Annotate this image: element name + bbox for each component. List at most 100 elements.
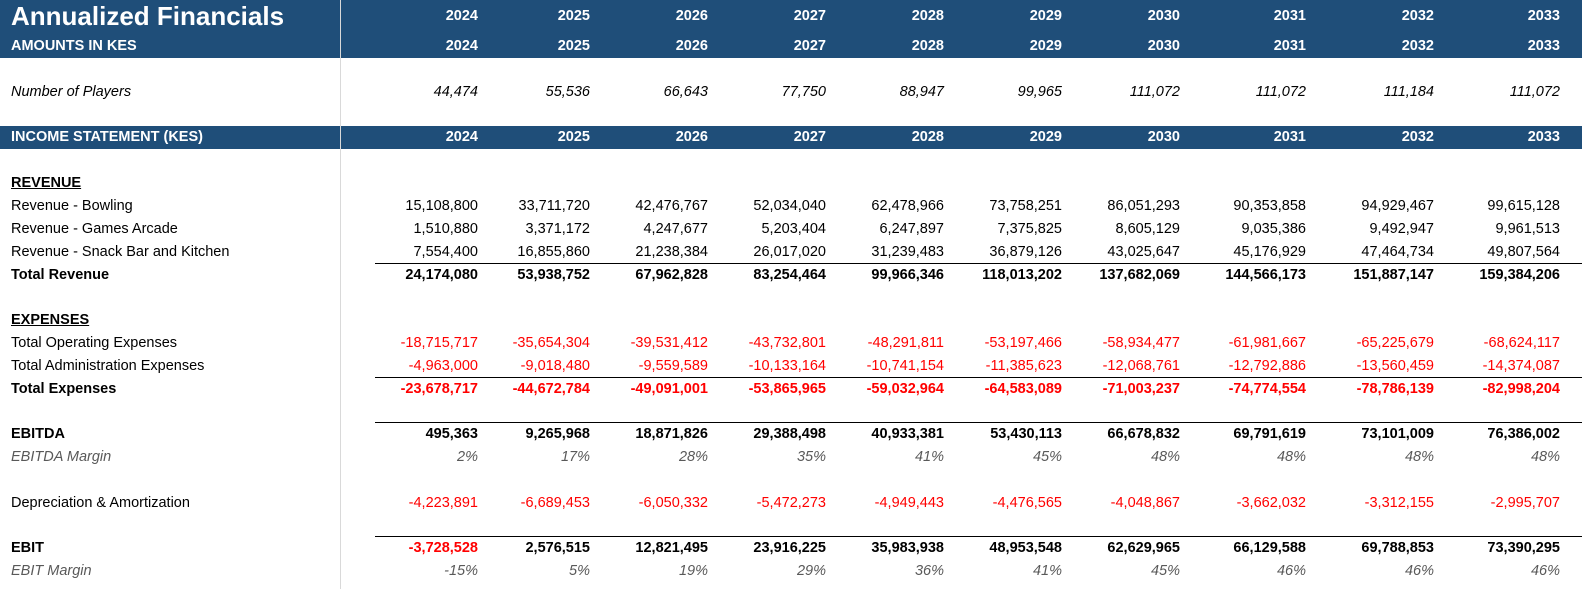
ebit-margin-value: 46%: [1404, 563, 1434, 579]
da-value: -4,476,565: [992, 495, 1062, 511]
total-expenses-value: -49,091,001: [630, 381, 708, 397]
amounts-label: AMOUNTS IN KES: [11, 38, 137, 54]
ebit-row: EBIT -3,728,528 2,576,515 12,821,495 23,916…: [0, 537, 1582, 560]
expense-value: -10,133,164: [748, 358, 826, 374]
total-revenue-value: 53,938,752: [517, 267, 590, 283]
expense-value: -12,068,761: [1102, 358, 1180, 374]
ebit-margin-value: 41%: [1032, 563, 1062, 579]
players-value: 88,947: [899, 84, 944, 100]
title-row: Annualized Financials 2024 2025 2026 2027 20…: [0, 0, 1582, 32]
ebit-margin-value: 46%: [1530, 563, 1560, 579]
total-expenses-value: -78,786,139: [1356, 381, 1434, 397]
revenue-value: 45,176,929: [1233, 244, 1306, 260]
ebit-value: 73,390,295: [1487, 540, 1560, 556]
expense-value: -61,981,667: [1228, 335, 1306, 351]
ebit-value: 69,788,853: [1361, 540, 1434, 556]
amounts-row: AMOUNTS IN KES 2024 2025 2026 2027 2028 2029 2…: [0, 35, 1582, 58]
year-header-cell: 2026: [675, 38, 708, 54]
da-value: -3,662,032: [1236, 495, 1306, 511]
ebit-value: 62,629,965: [1107, 540, 1180, 556]
revenue-value: 62,478,966: [871, 198, 944, 214]
revenue-value: 6,247,897: [879, 221, 944, 237]
expense-value: -14,374,087: [1482, 358, 1560, 374]
ebitda-value: 76,386,002: [1487, 426, 1560, 442]
total-expenses-row: Total Expenses -23,678,717 -44,672,784 -49…: [0, 378, 1582, 401]
year-header-cell: 2025: [557, 38, 590, 54]
year-header-cell: 2026: [675, 129, 708, 145]
revenue-row-label: Revenue - Snack Bar and Kitchen: [11, 244, 230, 260]
year-header-cell: 2033: [1527, 129, 1560, 145]
total-revenue-value: 159,384,206: [1479, 267, 1560, 283]
revenue-value: 47,464,734: [1361, 244, 1434, 260]
revenue-value: 9,035,386: [1241, 221, 1306, 237]
revenue-value: 31,239,483: [871, 244, 944, 260]
ebitda-margin-value: 48%: [1404, 449, 1434, 465]
ebit-value: 48,953,548: [989, 540, 1062, 556]
year-header-cell: 2027: [793, 129, 826, 145]
players-value: 55,536: [545, 84, 590, 100]
da-row: Depreciation & Amortization -4,223,891 -6…: [0, 492, 1582, 515]
da-value: -4,223,891: [408, 495, 478, 511]
year-header-cell: 2033: [1527, 8, 1560, 24]
da-value: -4,048,867: [1110, 495, 1180, 511]
ebitda-margin-value: 48%: [1150, 449, 1180, 465]
year-header-cell: 2025: [557, 8, 590, 24]
ebitda-value: 66,678,832: [1107, 426, 1180, 442]
year-header-cell: 2031: [1273, 38, 1306, 54]
ebit-margin-value: 19%: [678, 563, 708, 579]
players-label: Number of Players: [11, 84, 132, 100]
ebitda-value: 69,791,619: [1233, 426, 1306, 442]
expense-value: -39,531,412: [630, 335, 708, 351]
players-value: 44,474: [433, 84, 478, 100]
year-header-cell: 2027: [793, 38, 826, 54]
revenue-value: 8,605,129: [1115, 221, 1180, 237]
ebitda-margin-value: 17%: [560, 449, 590, 465]
income-statement-band: [0, 126, 1582, 149]
total-revenue-value: 83,254,464: [753, 267, 826, 283]
revenue-header-row: REVENUE: [0, 172, 1582, 195]
year-header-cell: 2032: [1401, 129, 1434, 145]
revenue-value: 26,017,020: [753, 244, 826, 260]
players-value: 111,072: [1129, 84, 1180, 100]
revenue-row-label: Revenue - Games Arcade: [11, 221, 178, 237]
year-header-cell: 2029: [1029, 8, 1062, 24]
total-expenses-value: -23,678,717: [400, 381, 478, 397]
ebit-margin-value: 45%: [1150, 563, 1180, 579]
income-statement-label: INCOME STATEMENT (KES): [11, 129, 203, 145]
income-statement-row: INCOME STATEMENT (KES) 2024 2025 2026 2027 2…: [0, 126, 1582, 149]
year-header-cell: 2030: [1147, 38, 1180, 54]
ebit-label: EBIT: [11, 540, 45, 556]
header-band: [0, 0, 1582, 58]
total-revenue-value: 67,962,828: [635, 267, 708, 283]
ebit-value: -3,728,528: [408, 540, 478, 556]
ebitda-value: 73,101,009: [1361, 426, 1434, 442]
da-value: -6,050,332: [638, 495, 708, 511]
revenue-value: 73,758,251: [989, 198, 1062, 214]
year-header-cell: 2032: [1401, 8, 1434, 24]
total-revenue-rule: [375, 263, 1582, 264]
year-header-cell: 2025: [557, 129, 590, 145]
expense-value: -9,018,480: [520, 358, 590, 374]
expenses-header: EXPENSES: [11, 312, 90, 328]
revenue-value: 36,879,126: [989, 244, 1062, 260]
total-revenue-value: 144,566,173: [1225, 267, 1306, 283]
da-label: Depreciation & Amortization: [11, 495, 190, 511]
expense-value: -10,741,154: [866, 358, 944, 374]
year-header-cell: 2028: [911, 38, 944, 54]
ebit-margin-label: EBIT Margin: [11, 563, 92, 579]
revenue-value: 4,247,677: [643, 221, 708, 237]
total-revenue-value: 99,966,346: [871, 267, 944, 283]
ebitda-value: 40,933,381: [871, 426, 944, 442]
revenue-value: 43,025,647: [1107, 244, 1180, 260]
year-header-cell: 2028: [911, 129, 944, 145]
revenue-row: Revenue - Bowling 15,108,800 33,711,720 42…: [0, 195, 1582, 218]
year-header-cell: 2031: [1273, 129, 1306, 145]
year-header-cell: 2033: [1527, 38, 1560, 54]
ebit-value: 2,576,515: [525, 540, 590, 556]
ebit-value: 23,916,225: [753, 540, 826, 556]
total-expenses-value: -71,003,237: [1102, 381, 1180, 397]
total-revenue-value: 118,013,202: [982, 267, 1062, 283]
total-expenses-value: -59,032,964: [866, 381, 944, 397]
total-revenue-value: 151,887,147: [1353, 267, 1434, 283]
revenue-value: 7,375,825: [997, 221, 1062, 237]
